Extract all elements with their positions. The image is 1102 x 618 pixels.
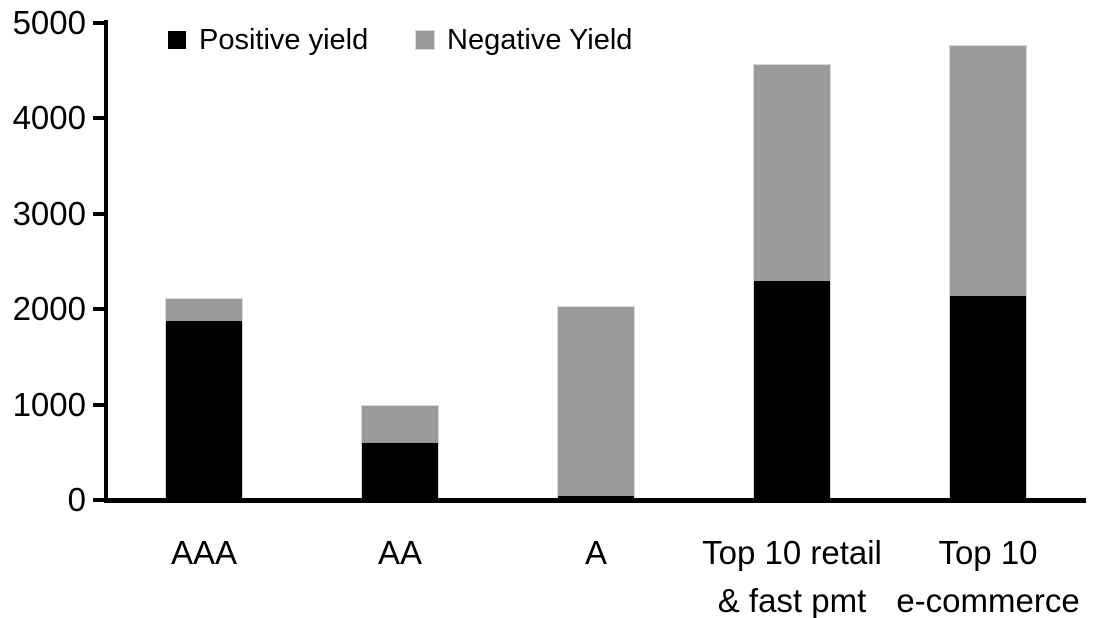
bar-segment-negative-yield — [362, 405, 438, 444]
bar-segment-negative-yield — [950, 46, 1026, 297]
legend-label-negative-yield: Negative Yield — [447, 24, 633, 56]
x-axis-category-label: AA — [377, 534, 423, 571]
x-axis-category-label: Top 10 e-commerce — [896, 534, 1080, 618]
bar-stack — [557, 306, 635, 500]
y-axis-line — [104, 20, 108, 503]
y-axis-tick-mark — [93, 498, 105, 502]
legend-item-positive-yield: Positive yield — [168, 24, 369, 56]
y-axis-tick-mark — [93, 211, 105, 216]
y-axis-tick-label: 1000 — [12, 385, 86, 423]
y-axis-tick-label: 4000 — [12, 99, 86, 136]
bar-stack — [753, 63, 831, 500]
y-axis-tick-label: 2000 — [12, 290, 86, 327]
y-axis-tick-label: 3000 — [12, 194, 86, 232]
bar-segment-positive-yield — [950, 296, 1026, 500]
bar-segment-positive-yield — [362, 443, 438, 500]
bar-stack — [165, 297, 243, 500]
legend-item-negative-yield: Negative Yield — [415, 24, 633, 56]
legend-label-positive-yield: Positive yield — [199, 24, 369, 56]
y-axis-tick-mark — [93, 307, 105, 311]
bar-segment-positive-yield — [754, 280, 830, 500]
x-axis-category-label: AAA — [170, 534, 238, 571]
y-axis-tick-mark — [93, 402, 105, 407]
y-axis-tick-label: 5000 — [12, 3, 86, 41]
bar-stack — [949, 45, 1027, 500]
y-axis-tick-mark — [93, 20, 105, 25]
legend-swatch-positive-yield-icon — [168, 31, 186, 49]
y-axis-tick-label: 0 — [67, 481, 86, 518]
bar-segment-positive-yield — [166, 321, 242, 500]
x-axis-line — [104, 498, 1086, 503]
x-axis-category-label: Top 10 retail & fast pmt — [702, 534, 882, 618]
bar-stack — [361, 404, 439, 500]
x-axis-category-label: A — [584, 534, 607, 571]
bar-segment-negative-yield — [166, 298, 242, 322]
bar-segment-negative-yield — [558, 307, 634, 497]
legend-swatch-negative-yield-icon — [415, 30, 435, 50]
bar-segment-negative-yield — [754, 64, 830, 281]
y-axis-tick-mark — [93, 116, 105, 120]
